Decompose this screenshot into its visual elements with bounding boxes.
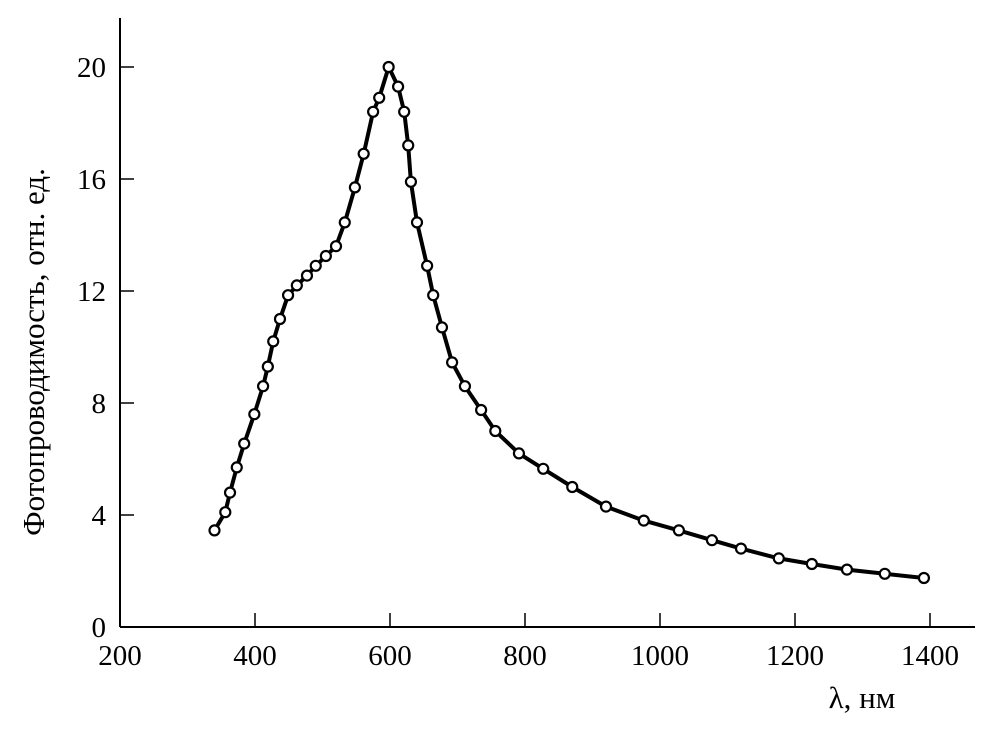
data-point — [261, 360, 274, 373]
data-point — [309, 259, 322, 272]
data-point — [348, 181, 361, 194]
data-point — [290, 279, 303, 292]
data-point — [512, 447, 526, 460]
ticks: 200 400 600 800 1000 1200 1400 0 4 8 12 16 20 — [77, 52, 959, 672]
data-point — [421, 259, 434, 272]
data-point — [446, 356, 459, 369]
data-point — [223, 486, 237, 499]
data-point — [705, 534, 719, 547]
data-point — [238, 437, 251, 450]
data-point — [398, 105, 411, 118]
data-point — [840, 563, 854, 576]
data-point — [329, 240, 343, 253]
x-tick-label: 200 — [98, 640, 142, 672]
data-point — [257, 380, 270, 393]
data-point — [367, 105, 380, 118]
data-point — [917, 571, 931, 585]
data-point — [357, 147, 370, 160]
data-point — [537, 462, 550, 475]
data-point — [672, 524, 686, 537]
data-point — [427, 289, 440, 302]
x-tick-label: 1200 — [766, 640, 824, 672]
y-tick-label: 0 — [92, 612, 107, 644]
data-point — [489, 424, 502, 438]
data-point — [475, 403, 488, 417]
data-point — [300, 269, 314, 282]
data-point — [404, 175, 418, 188]
data-point — [599, 500, 613, 513]
data-point — [458, 380, 472, 393]
data-point — [637, 514, 650, 527]
data-point — [373, 91, 386, 104]
data-point — [772, 552, 785, 565]
x-axis-label: λ, нм — [829, 680, 896, 715]
series-line — [212, 65, 925, 580]
data-point — [402, 139, 415, 152]
y-tick-label: 20 — [77, 52, 106, 84]
data-point — [734, 542, 748, 555]
x-tick-label: 400 — [233, 640, 277, 672]
data-point — [273, 312, 287, 326]
data-point — [267, 335, 280, 348]
y-axis-label: Фотопроводимость, отн. ед. — [16, 168, 51, 536]
data-point — [878, 567, 891, 580]
data-point — [219, 506, 232, 519]
x-tick-label: 1400 — [901, 640, 959, 672]
data-point — [805, 557, 818, 571]
data-point — [281, 289, 295, 302]
data-point — [319, 249, 332, 263]
data-point — [410, 216, 424, 229]
data-point — [435, 321, 449, 334]
y-tick-label: 16 — [77, 164, 106, 196]
data-point — [392, 80, 405, 93]
data-point — [208, 524, 221, 537]
data-point — [338, 216, 351, 229]
x-tick-label: 800 — [503, 640, 547, 672]
y-tick-label: 4 — [92, 500, 107, 532]
x-tick-label: 1000 — [631, 640, 689, 672]
data-point — [566, 480, 579, 494]
y-tick-label: 12 — [77, 276, 106, 308]
data-point — [248, 408, 261, 421]
axes — [119, 18, 975, 628]
series — [208, 60, 931, 585]
data-point — [230, 461, 243, 474]
x-tick-label: 600 — [368, 640, 412, 672]
data-point — [382, 60, 395, 74]
y-tick-label: 8 — [92, 388, 107, 420]
